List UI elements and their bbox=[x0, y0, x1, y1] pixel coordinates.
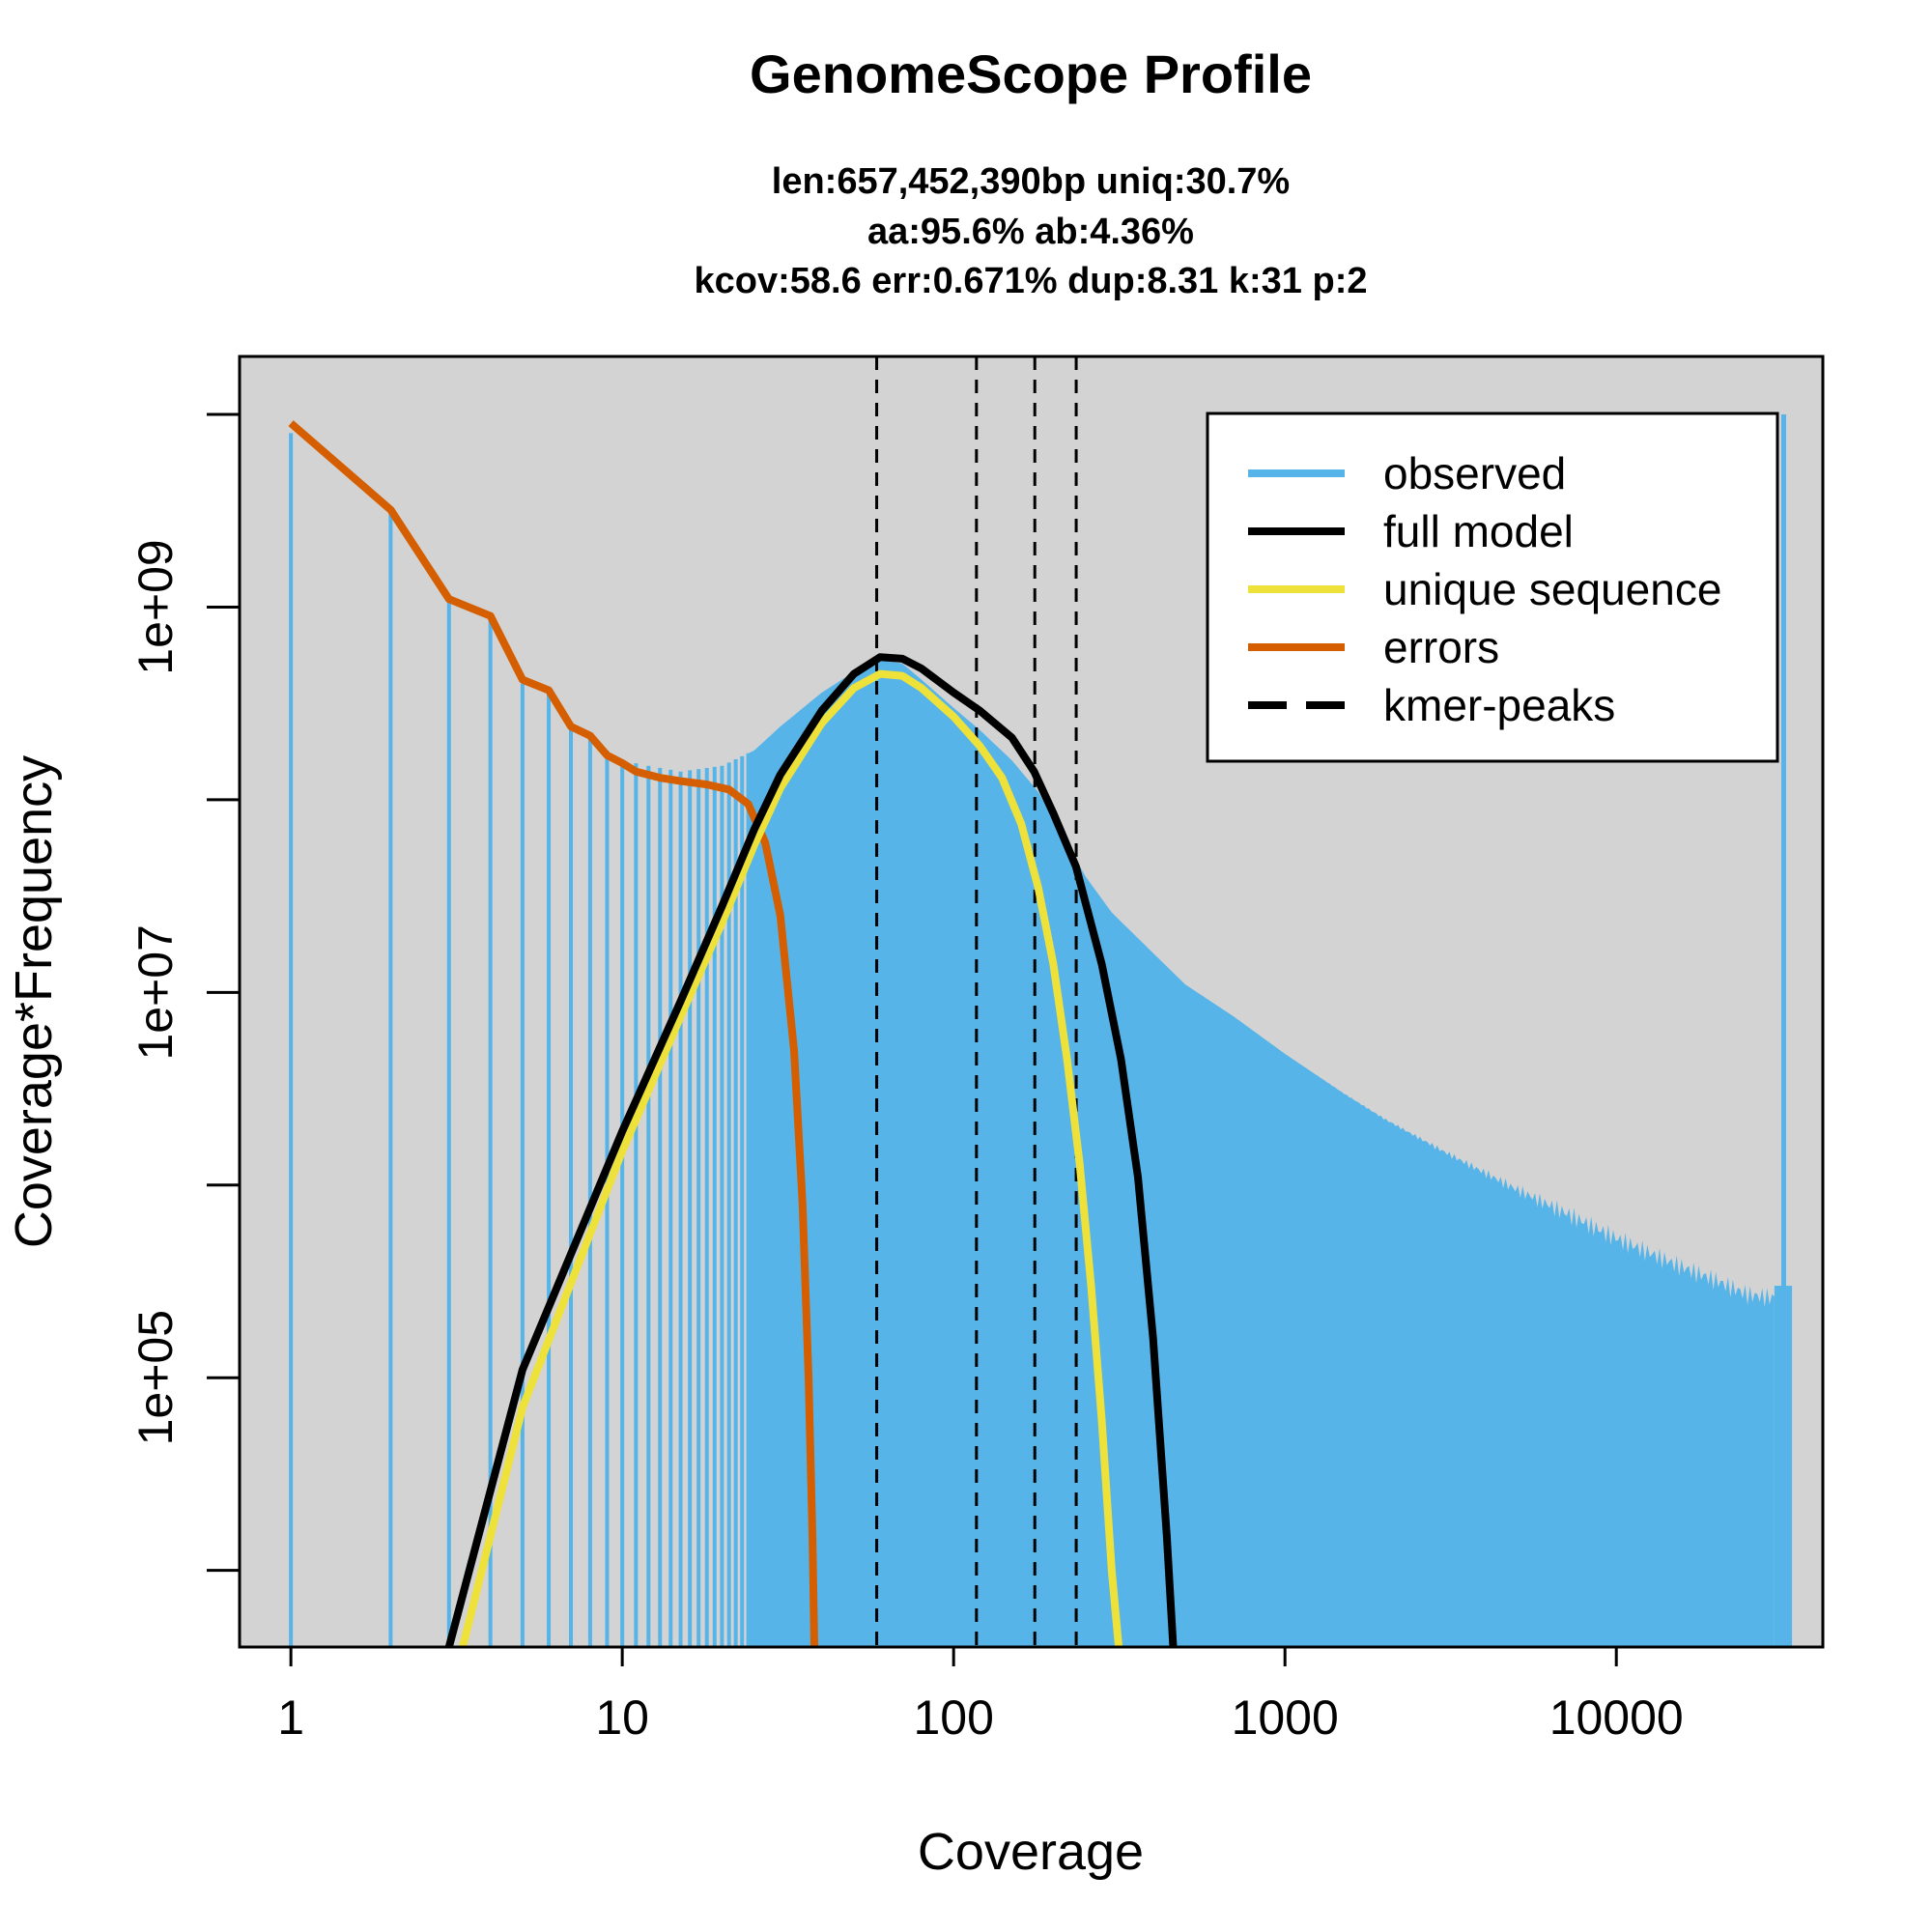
series-unique-sequence-line bbox=[459, 669, 1123, 1648]
legend-label: observed bbox=[1383, 448, 1566, 498]
series-errors-line bbox=[288, 420, 819, 1648]
x-tick-label: 10000 bbox=[1549, 1690, 1684, 1745]
legend-label: errors bbox=[1383, 622, 1499, 672]
y-axis: 1e+05 1e+07 1e+09 bbox=[128, 412, 240, 1573]
x-tick-label: 100 bbox=[913, 1690, 993, 1745]
y-tick-label: 1e+07 bbox=[128, 924, 183, 1060]
x-tick-label: 10 bbox=[595, 1690, 649, 1745]
x-tick-label: 1000 bbox=[1232, 1690, 1339, 1745]
chart-subtitle-line-3: kcov:58.6 err:0.671% dup:8.31 k:31 p:2 bbox=[694, 261, 1367, 301]
observed-tail bbox=[1774, 1286, 1793, 1647]
x-tick-label: 1 bbox=[277, 1690, 304, 1745]
chart-subtitle-line-1: len:657,452,390bp uniq:30.7% bbox=[772, 161, 1290, 202]
observed-area bbox=[748, 660, 1775, 1647]
kmer-peak-lines bbox=[875, 356, 1078, 1647]
legend-label: full model bbox=[1383, 506, 1574, 556]
y-axis-label: Coverage*Frequency bbox=[5, 755, 63, 1248]
x-axis-label: Coverage bbox=[918, 1823, 1144, 1881]
y-tick-label: 1e+09 bbox=[128, 539, 183, 674]
observed-histogram bbox=[289, 414, 1793, 1647]
series-full-model-line bbox=[444, 653, 1178, 1649]
y-tick-label: 1e+05 bbox=[128, 1310, 183, 1445]
legend-label: kmer-peaks bbox=[1383, 680, 1615, 730]
legend-label: unique sequence bbox=[1383, 564, 1721, 614]
legend: observed full model unique sequence errors k… bbox=[1206, 412, 1779, 763]
plot-frame bbox=[238, 355, 1825, 1649]
model-curves bbox=[288, 420, 1178, 1649]
x-axis: 1 10 100 1000 10000 bbox=[277, 1647, 1684, 1745]
chart-subtitle-line-2: aa:95.6% ab:4.36% bbox=[867, 212, 1194, 252]
chart-title: GenomeScope Profile bbox=[750, 43, 1312, 104]
